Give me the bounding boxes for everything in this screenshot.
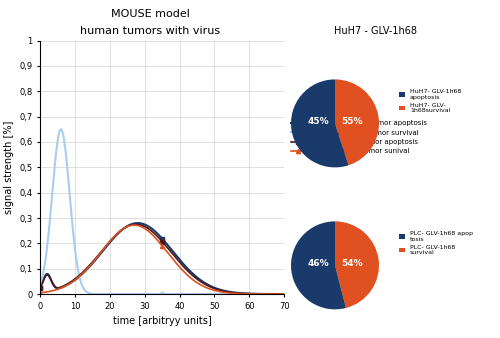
Wedge shape xyxy=(335,221,379,308)
Text: 54%: 54% xyxy=(341,259,362,268)
Wedge shape xyxy=(335,79,379,165)
Text: human tumors with virus: human tumors with virus xyxy=(80,26,220,36)
Legend: PLC- GLV-1h68 apop
tosis, PLC- GLV-1h68
survival: PLC- GLV-1h68 apop tosis, PLC- GLV-1h68 … xyxy=(398,231,473,256)
Text: HuH7 - GLV-1h68: HuH7 - GLV-1h68 xyxy=(334,26,416,36)
Wedge shape xyxy=(291,221,346,309)
Text: MOUSE model: MOUSE model xyxy=(110,9,190,19)
Legend: HuH7- GLV-1h68  tumor apoptosis, HuH7- GLV-1h68 tumor survival, PLC- GLV-1h68 tu: HuH7- GLV-1h68 tumor apoptosis, HuH7- GL… xyxy=(292,120,427,154)
Text: 55%: 55% xyxy=(341,117,362,126)
Legend: HuH7- GLV-1h68
apoptosis, HuH7- GLV-
1h68survival: HuH7- GLV-1h68 apoptosis, HuH7- GLV- 1h6… xyxy=(398,89,461,114)
Text: 46%: 46% xyxy=(308,259,329,268)
Y-axis label: signal strength [%]: signal strength [%] xyxy=(4,121,14,214)
Wedge shape xyxy=(291,79,348,167)
X-axis label: time [arbitryy units]: time [arbitryy units] xyxy=(112,316,212,326)
Text: 45%: 45% xyxy=(308,117,329,126)
